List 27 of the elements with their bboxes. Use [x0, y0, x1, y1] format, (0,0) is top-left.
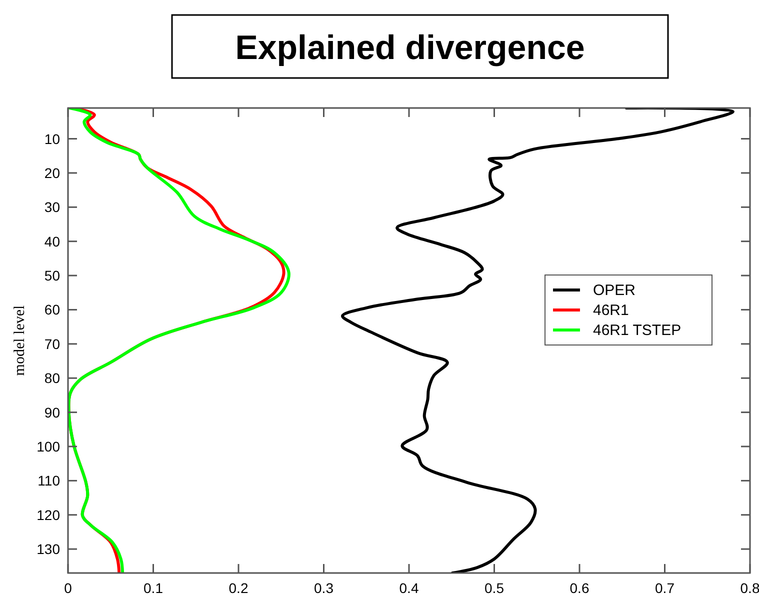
y-axis-title: model level [12, 305, 28, 376]
y-tick-label: 50 [44, 268, 60, 284]
y-tick-label: 70 [44, 336, 60, 352]
x-tick-label: 0.6 [570, 580, 590, 596]
y-tick-label: 100 [36, 438, 60, 454]
y-tick-label: 40 [44, 233, 60, 250]
x-tick-label: 0.8 [740, 580, 759, 596]
y-tick-label: 90 [44, 404, 60, 420]
y-tick-label: 30 [44, 199, 60, 216]
y-tick-label: 110 [38, 472, 60, 489]
y-tick-label: 60 [44, 302, 60, 318]
chart-title: Explained divergence [235, 29, 585, 67]
x-tick-label: 0.4 [399, 580, 419, 596]
y-tick-label: 80 [44, 370, 60, 386]
x-tick-label: 0 [64, 580, 72, 596]
x-tick-label: 0.3 [314, 580, 334, 596]
x-tick-label: 0.7 [655, 580, 675, 596]
legend-label: 46R1 TSTEP [593, 322, 682, 339]
y-tick-label: 10 [44, 130, 60, 147]
y-tick-label: 130 [36, 541, 60, 558]
y-tick-label: 120 [36, 506, 60, 523]
x-tick-label: 0.5 [484, 580, 504, 596]
legend-label: OPER [593, 282, 636, 299]
legend-label: 46R1 [593, 302, 629, 319]
x-tick-label: 0.1 [144, 580, 164, 596]
y-tick-label: 20 [44, 164, 60, 181]
x-tick-label: 0.2 [228, 580, 248, 596]
